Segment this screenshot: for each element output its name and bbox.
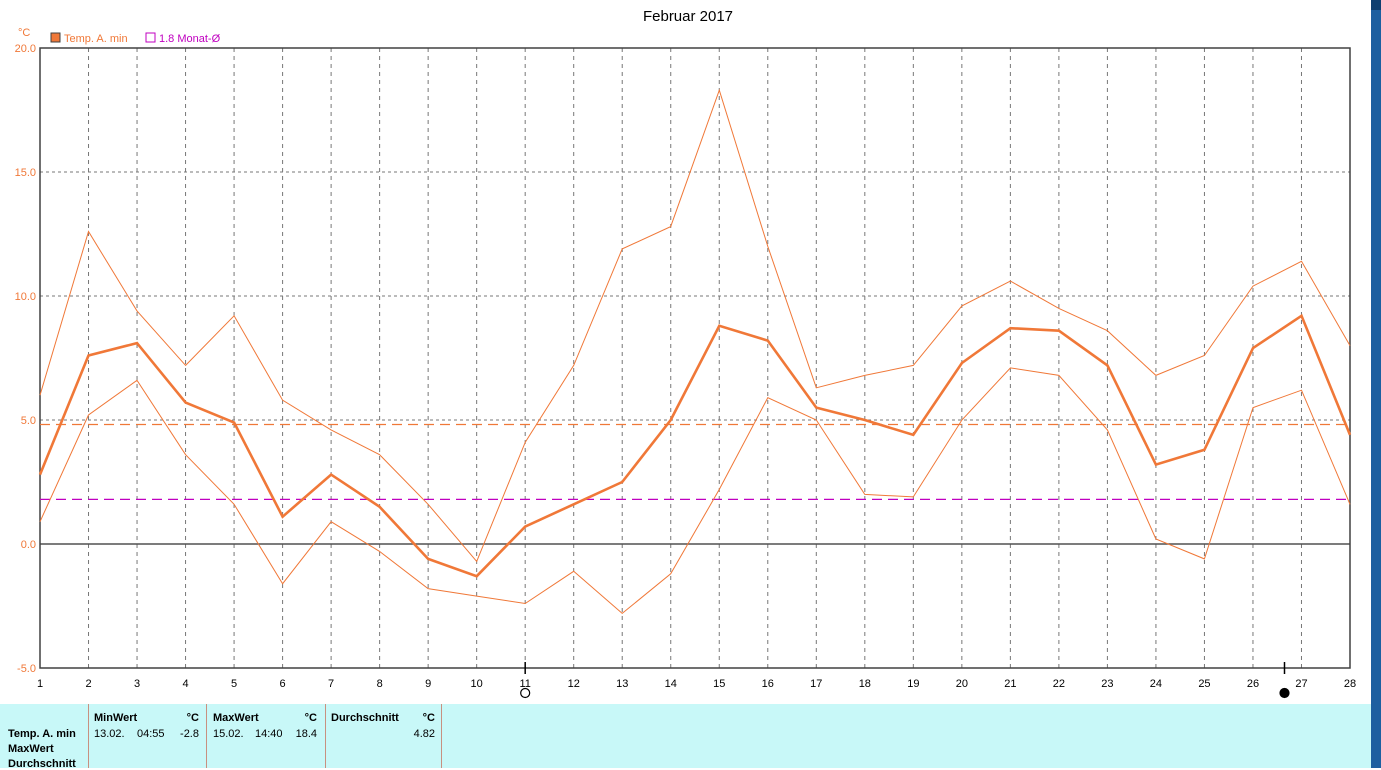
x-tick-label: 13 xyxy=(616,678,628,690)
y-tick-label: 10.0 xyxy=(15,291,36,303)
x-tick-label: 12 xyxy=(568,678,580,690)
moon-marker xyxy=(520,687,531,699)
y-tick-label: 20.0 xyxy=(15,43,36,55)
min-value: -2.8 xyxy=(180,728,199,740)
series-line-main xyxy=(38,313,1352,578)
x-tick-label: 14 xyxy=(665,678,677,690)
min-header: MinWert xyxy=(94,712,138,724)
max-unit: °C xyxy=(304,712,317,724)
x-tick-label: 4 xyxy=(182,678,188,690)
max-time: 14:40 xyxy=(255,728,283,740)
legend-swatch-temp xyxy=(50,32,61,43)
max-value: 18.4 xyxy=(295,728,317,740)
x-tick-label: 22 xyxy=(1053,678,1065,690)
row-label-temp: Temp. A. min xyxy=(8,728,76,740)
x-tick-label: 24 xyxy=(1150,678,1162,690)
x-tick-label: 16 xyxy=(762,678,774,690)
x-tick-label: 17 xyxy=(810,678,822,690)
moon-marker xyxy=(1279,687,1290,699)
x-tick-label: 23 xyxy=(1101,678,1113,690)
avg-column: Durchschnitt °C 4.82 xyxy=(325,704,442,768)
legend-label-temp: Temp. A. min xyxy=(64,33,128,45)
min-unit: °C xyxy=(186,712,199,724)
x-tick-label: 18 xyxy=(859,678,871,690)
x-tick-label: 5 xyxy=(231,678,237,690)
window-edge xyxy=(1371,0,1381,768)
x-tick-label: 25 xyxy=(1198,678,1210,690)
avg-header: Durchschnitt xyxy=(331,712,399,724)
min-time: 04:55 xyxy=(137,728,165,740)
legend: Temp. A. min 1.8 Monat-Ø xyxy=(50,32,221,45)
avg-value: 4.82 xyxy=(413,728,435,740)
x-tick-label: 1 xyxy=(37,678,43,690)
plot-area: 20.015.010.05.00.0-5.01 2 3 4 5 6 7 8 9 10 11 12 13 1… xyxy=(15,43,1356,699)
summary-table: Temp. A. min MaxWert Durchschnitt MinWer… xyxy=(0,704,1371,770)
series-line-upper xyxy=(39,88,1351,563)
x-tick-label: 15 xyxy=(713,678,725,690)
row-label-avg: Durchschnitt xyxy=(8,758,76,770)
x-tick-label: 6 xyxy=(280,678,286,690)
max-date: 15.02. xyxy=(213,728,244,740)
x-tick-label: 28 xyxy=(1344,678,1356,690)
plot-frame xyxy=(39,47,1351,669)
x-tick-label: 11 xyxy=(519,678,530,690)
x-tick-label: 8 xyxy=(377,678,383,690)
y-tick-label: 5.0 xyxy=(21,415,36,427)
x-tick-label: 9 xyxy=(425,678,431,690)
series-line-lower xyxy=(39,367,1351,615)
x-tick-label: 20 xyxy=(956,678,968,690)
y-axis-unit: °C xyxy=(18,27,30,39)
max-header: MaxWert xyxy=(213,712,259,724)
legend-swatch-monthavg xyxy=(145,32,156,43)
y-tick-label: 15.0 xyxy=(15,167,36,179)
y-tick-label: -5.0 xyxy=(17,663,36,675)
window-edge-shade xyxy=(1371,0,1381,10)
min-column: MinWert °C 13.02. 04:55 -2.8 xyxy=(88,704,205,768)
x-tick-label: 7 xyxy=(328,678,334,690)
x-tick-label: 21 xyxy=(1004,678,1016,690)
legend-label-monthavg: 1.8 Monat-Ø xyxy=(159,33,221,45)
x-tick-label: 3 xyxy=(134,678,140,690)
temperature-chart: Februar 2017 °C Temp. A. min 1.8 Monat-Ø… xyxy=(15,8,1356,699)
x-tick-label: 19 xyxy=(907,678,919,690)
x-tick-label: 27 xyxy=(1295,678,1307,690)
avg-unit: °C xyxy=(422,712,435,724)
y-tick-label: 0.0 xyxy=(21,539,36,551)
x-tick-label: 26 xyxy=(1247,678,1259,690)
chart-title: Februar 2017 xyxy=(643,8,733,25)
max-column: MaxWert °C 15.02. 14:40 18.4 xyxy=(206,704,323,768)
min-date: 13.02. xyxy=(94,728,125,740)
x-tick-label: 10 xyxy=(471,678,483,690)
row-label-max: MaxWert xyxy=(8,743,54,755)
x-tick-label: 2 xyxy=(85,678,91,690)
